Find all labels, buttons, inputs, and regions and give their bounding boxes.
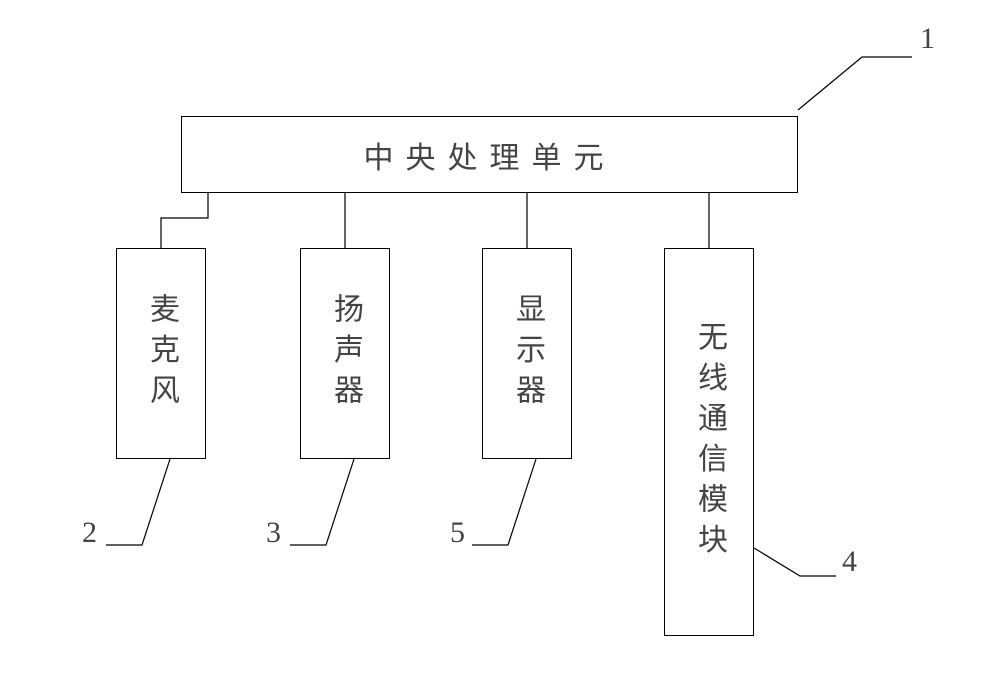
callout-num-5: 5: [450, 516, 465, 550]
diagram-canvas: 中央处理单元 麦克风 扬声器 显示器 无线通信模块 1 2 3 5 4: [0, 0, 1000, 677]
callout-num-2: 2: [82, 516, 97, 550]
block-microphone: 麦克风: [116, 248, 206, 459]
callout-num-1: 1: [920, 22, 935, 56]
block-speaker-label: 扬声器: [323, 293, 367, 415]
block-wireless: 无线通信模块: [664, 248, 754, 636]
block-speaker: 扬声器: [300, 248, 390, 459]
callout-num-4: 4: [842, 545, 857, 579]
block-microphone-label: 麦克风: [139, 293, 183, 415]
block-display: 显示器: [482, 248, 572, 459]
callout-num-3: 3: [266, 516, 281, 550]
block-cpu-label: 中央处理单元: [364, 133, 616, 177]
block-cpu: 中央处理单元: [181, 116, 798, 193]
block-wireless-label: 无线通信模块: [687, 321, 731, 564]
block-display-label: 显示器: [505, 293, 549, 415]
